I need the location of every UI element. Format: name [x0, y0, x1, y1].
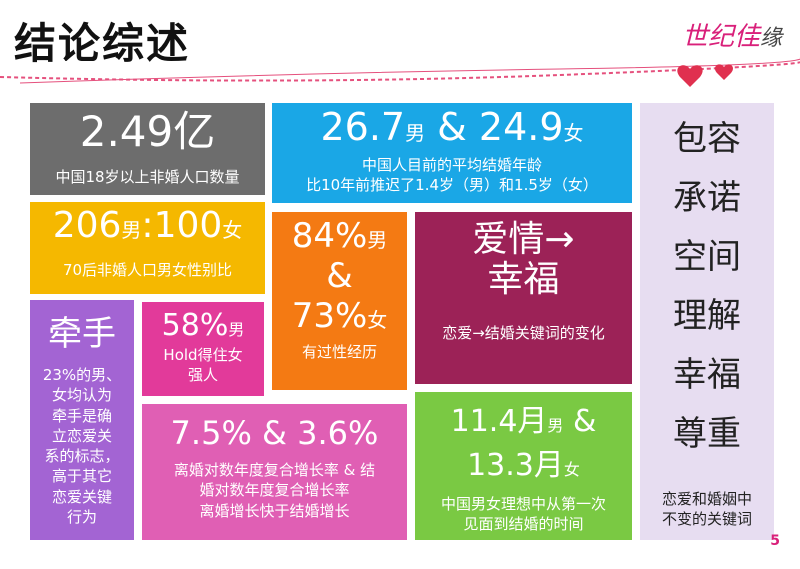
- tile-sex-ratio: 206男:100女 70后非婚人口男女性别比: [30, 202, 265, 294]
- decorative-curve: [0, 57, 800, 87]
- tile-holding-hands: 牵手 23%的男、 女均认为 牵手是确 立恋爱关 系的标志， 高于其它 恋爱关键…: [30, 300, 134, 540]
- caption-line: 恋爱关键: [51, 487, 112, 506]
- keyword: 幸福: [673, 355, 741, 395]
- value-female: 73%: [291, 296, 368, 336]
- tile-keywords: 包容 承诺 空间 理解 幸福 尊重 恋爱和婚姻中 不变的关键词: [640, 103, 774, 540]
- tile-value: 26.7男 & 24.9女: [272, 105, 632, 149]
- tile-value: 牵手: [48, 314, 116, 354]
- tile-caption: 恋爱→结婚关键词的变化: [442, 324, 605, 343]
- caption-line: 行为: [66, 507, 97, 526]
- keyword: 理解: [673, 296, 741, 336]
- value-male: 84%: [291, 216, 368, 256]
- value-female: 13.3月: [467, 448, 564, 483]
- tile-value: 11.4月男 &: [415, 396, 632, 440]
- caption-line: 高于其它: [51, 467, 112, 486]
- label-male: 男: [405, 121, 426, 145]
- caption-line: 23%的男、: [42, 366, 122, 384]
- ampersand: &: [326, 256, 353, 296]
- tile-caption: 中国男女理想中从第一次: [440, 495, 606, 513]
- value-male: 206: [52, 205, 122, 246]
- label-male: 男: [367, 228, 388, 252]
- tile-value: 73%女: [272, 296, 407, 336]
- tile-caption: 70后非婚人口男女性别比: [62, 260, 233, 279]
- value-female: 100: [153, 205, 223, 246]
- tile-caption: Hold得住女: [163, 346, 243, 364]
- tile-love-happiness: 爱情→ 幸福 恋爱→结婚关键词的变化: [415, 212, 632, 384]
- tile-unmarried-population: 2.49亿 中国18岁以上非婚人口数量: [30, 103, 265, 195]
- tile-marriage-age: 26.7男 & 24.9女 中国人目前的平均结婚年龄 比10年前推迟了1.4岁（…: [272, 103, 632, 203]
- page-number: 5: [770, 533, 780, 549]
- tile-value: 爱情→: [472, 219, 575, 260]
- tile-caption: 有过性经历: [301, 343, 377, 361]
- tile-caption: 不变的关键词: [661, 510, 752, 529]
- value-male: 26.7: [320, 105, 406, 149]
- brand-text-last: 缘: [759, 26, 782, 51]
- label-female: 女: [367, 308, 388, 332]
- label-male: 男: [121, 218, 142, 242]
- tile-caption: 比10年前推迟了1.4岁（男）和1.5岁（女）: [306, 176, 598, 195]
- keyword: 尊重: [673, 414, 741, 454]
- caption-line: 女均认为: [51, 386, 112, 405]
- tile-value: 58%男: [142, 308, 264, 343]
- value-male: 11.4月: [450, 404, 548, 439]
- caption-line: 牵手是确: [51, 406, 112, 425]
- tile-value: 幸福: [487, 258, 560, 300]
- label-male: 男: [228, 320, 245, 339]
- tile-caption: 婚对数年度复合增长率: [199, 481, 350, 500]
- tile-value: 206男:100女: [30, 206, 265, 246]
- caption-line: 立恋爱关: [51, 426, 112, 445]
- tile-caption: 强人: [187, 366, 218, 385]
- ampersand: &: [563, 404, 597, 439]
- heart-icon: [714, 64, 734, 80]
- tile-caption: 中国18岁以上非婚人口数量: [55, 168, 240, 187]
- ampersand: &: [425, 105, 479, 149]
- tile-hold-strong-women: 58%男 Hold得住女 强人: [142, 302, 264, 396]
- tile-meet-to-marry: 11.4月男 & 13.3月女 中国男女理想中从第一次 见面到结婚的时间: [415, 392, 632, 540]
- tile-caption: 离婚对数年度复合增长率 & 结: [173, 461, 376, 479]
- tile-caption: 离婚增长快于结婚增长: [199, 501, 350, 520]
- value-male: 58%: [161, 308, 229, 343]
- tile-value: 13.3月女: [415, 440, 632, 484]
- tile-value: 84%男: [272, 216, 407, 256]
- tile-caption: 见面到结婚的时间: [463, 515, 584, 534]
- keyword: 空间: [673, 237, 741, 277]
- keyword: 包容: [673, 119, 741, 159]
- tile-caption: 中国人目前的平均结婚年龄: [361, 155, 542, 174]
- brand-logo: 世纪佳缘: [682, 16, 782, 53]
- tile-divorce-growth: 7.5% & 3.6% 离婚对数年度复合增长率 & 结 婚对数年度复合增长率 离…: [142, 404, 407, 540]
- label-female: 女: [563, 460, 580, 479]
- label-female: 女: [222, 218, 243, 242]
- tile-value: 2.49亿: [79, 107, 216, 156]
- heart-icon: [677, 65, 703, 87]
- colon: :: [141, 205, 154, 246]
- value-female: 24.9: [478, 105, 564, 149]
- keyword: 承诺: [673, 178, 741, 218]
- label-female: 女: [563, 121, 584, 145]
- brand-text: 世纪佳: [681, 22, 760, 52]
- tile-sexual-experience: 84%男 & 73%女 有过性经历: [272, 212, 407, 390]
- label-male: 男: [547, 416, 564, 435]
- tile-value: 7.5% & 3.6%: [170, 414, 379, 452]
- caption-line: 系的标志，: [44, 447, 120, 465]
- tile-caption: 23%的男、 女均认为 牵手是确 立恋爱关 系的标志， 高于其它 恋爱关键 行为: [30, 365, 134, 527]
- tile-caption: 恋爱和婚姻中: [661, 490, 752, 508]
- page-title: 结论综述: [14, 19, 191, 68]
